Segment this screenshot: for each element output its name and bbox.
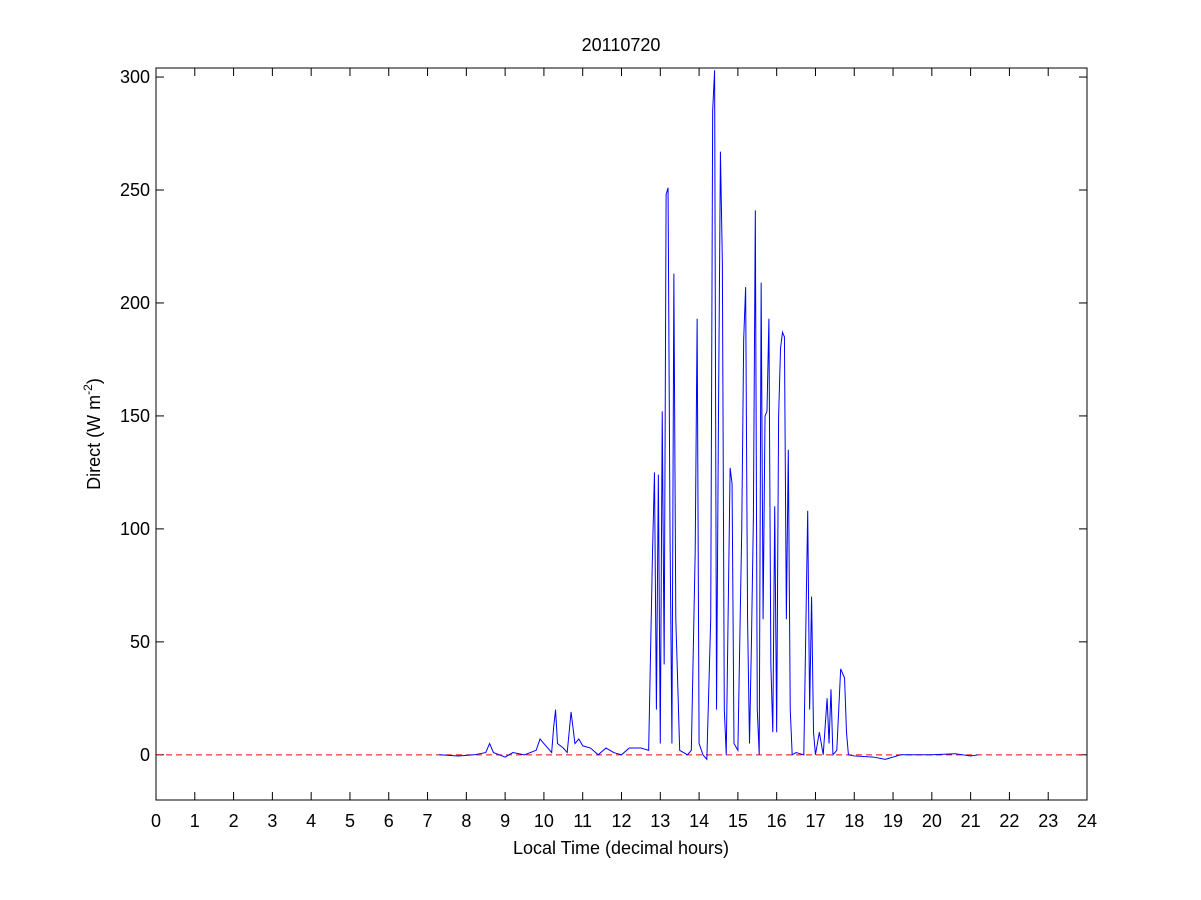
x-tick-label: 16: [767, 811, 787, 831]
x-tick-label: 10: [534, 811, 554, 831]
x-tick-label: 0: [151, 811, 161, 831]
x-tick-label: 20: [922, 811, 942, 831]
x-tick-label: 23: [1038, 811, 1058, 831]
x-tick-label: 6: [384, 811, 394, 831]
x-tick-label: 19: [883, 811, 903, 831]
y-axis-label: Direct (W m-2): [81, 378, 104, 490]
x-axis-label: Local Time (decimal hours): [513, 838, 729, 858]
chart-title: 20110720: [582, 35, 661, 55]
y-tick-label: 100: [120, 519, 150, 539]
data-line: [439, 70, 979, 761]
x-tick-label: 21: [961, 811, 981, 831]
x-tick-label: 7: [423, 811, 433, 831]
y-label-main: Direct (W m: [84, 395, 104, 490]
x-tick-label: 11: [573, 811, 592, 831]
y-tick-label: 250: [120, 180, 150, 200]
x-tick-label: 22: [999, 811, 1019, 831]
y-tick-label: 150: [120, 406, 150, 426]
x-tick-label: 18: [844, 811, 864, 831]
y-label-sup: -2: [81, 384, 95, 395]
x-tick-label: 8: [461, 811, 471, 831]
y-tick-label: 50: [130, 632, 150, 652]
x-tick-label: 3: [267, 811, 277, 831]
x-tick-label: 4: [306, 811, 316, 831]
x-tick-label: 12: [611, 811, 631, 831]
x-tick-label: 2: [229, 811, 239, 831]
y-tick-label: 200: [120, 293, 150, 313]
x-tick-label: 13: [650, 811, 670, 831]
x-tick-label: 17: [805, 811, 825, 831]
x-tick-label: 15: [728, 811, 748, 831]
y-label-end: ): [84, 378, 104, 384]
x-tick-label: 14: [689, 811, 709, 831]
x-tick-label: 9: [500, 811, 510, 831]
y-tick-label: 300: [120, 67, 150, 87]
x-tick-label: 5: [345, 811, 355, 831]
x-tick-label: 24: [1077, 811, 1097, 831]
x-tick-label: 1: [190, 811, 200, 831]
y-tick-label: 0: [140, 745, 150, 765]
plot-frame: [155, 67, 1088, 801]
